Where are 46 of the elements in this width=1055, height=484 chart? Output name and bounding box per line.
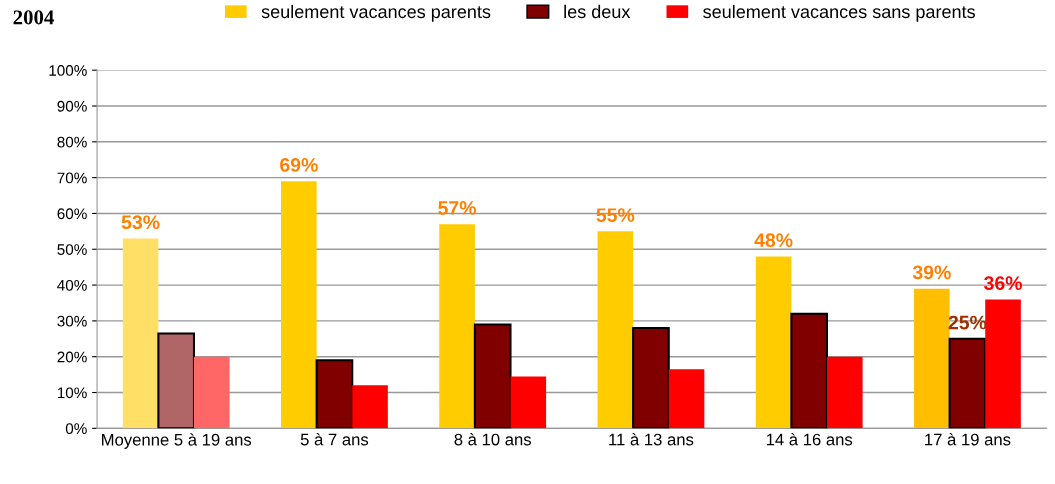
bar <box>668 369 705 429</box>
data-label: 39% <box>912 265 951 280</box>
y-tick-label: 80% <box>57 136 87 148</box>
bar <box>790 312 829 429</box>
y-tick-label: 40% <box>57 279 87 291</box>
bar <box>122 238 159 429</box>
x-tick-label: 17 à 19 ans <box>925 433 1011 446</box>
legend-label: seulement vacances parents <box>261 4 491 22</box>
y-tick-label: 30% <box>57 315 87 327</box>
bar <box>948 337 987 429</box>
bar <box>985 299 1021 429</box>
bar <box>632 327 670 429</box>
data-label: 48% <box>754 233 793 248</box>
data-label: 69% <box>280 158 318 172</box>
y-tick-label: 70% <box>57 172 87 184</box>
x-tick-label: 5 à 7 ans <box>300 433 369 446</box>
bar <box>281 181 317 429</box>
bar <box>826 356 863 429</box>
bar <box>315 359 354 429</box>
x-tick-label: 8 à 10 ans <box>454 433 532 446</box>
data-label: 55% <box>596 208 635 222</box>
data-label: 53% <box>121 215 160 230</box>
bar <box>193 356 230 429</box>
bar <box>439 224 475 429</box>
y-tick-label: 90% <box>57 100 87 112</box>
bar <box>755 256 792 429</box>
y-tick-label: 10% <box>57 387 87 399</box>
bar <box>914 288 950 429</box>
x-tick-label: 14 à 16 ans <box>766 433 853 446</box>
y-tick-label: 60% <box>57 208 87 220</box>
bar <box>597 231 634 429</box>
chart-title: 2004 <box>13 10 54 25</box>
bar <box>473 323 512 429</box>
bar <box>157 332 196 429</box>
y-tick-label: 100% <box>49 65 87 76</box>
bar <box>510 376 547 429</box>
legend-label: seulement vacances sans parents <box>703 4 975 22</box>
data-label: 36% <box>984 276 1022 291</box>
data-label: 57% <box>438 201 477 215</box>
x-tick-label: 11 à 13 ans <box>609 433 694 446</box>
y-tick-label: 20% <box>57 351 87 363</box>
legend-label: les deux <box>564 4 631 19</box>
x-tick-label: Moyenne 5 à 19 ans <box>102 433 252 449</box>
bar <box>352 385 388 429</box>
y-tick-label: 50% <box>57 244 87 255</box>
y-tick-label: 0% <box>65 423 87 435</box>
